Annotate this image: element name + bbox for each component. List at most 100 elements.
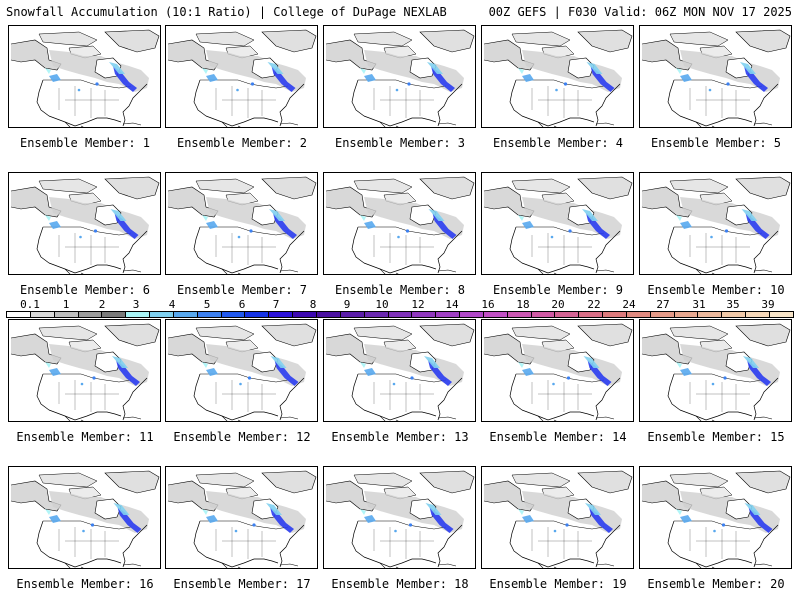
colorbar-swatch	[412, 312, 437, 317]
member-map-panel	[323, 25, 476, 128]
snowfall-map	[10, 29, 160, 127]
member-map-panel	[481, 319, 634, 422]
member-map-panel	[481, 172, 634, 275]
snowfall-map	[641, 323, 791, 421]
snowfall-map	[167, 29, 317, 127]
colorbar-tick-label: 22	[587, 298, 601, 311]
snowfall-map	[483, 323, 633, 421]
member-label: Ensemble Member: 9	[492, 283, 624, 297]
run-info: 00Z GEFS | F030 Valid: 06Z MON NOV 17 20…	[488, 5, 792, 19]
colorbar-tick-label: 5	[203, 298, 211, 311]
snowfall-map	[167, 323, 317, 421]
snowfall-map	[167, 176, 317, 274]
colorbar-swatch	[54, 312, 79, 317]
colorbar-swatch	[102, 312, 127, 317]
colorbar-swatch	[531, 312, 556, 317]
member-map-panel	[481, 25, 634, 128]
member-map-panel	[8, 319, 161, 422]
colorbar-tick-label: 4	[168, 298, 176, 311]
member-map-panel	[8, 466, 161, 569]
colorbar-swatch	[340, 312, 365, 317]
member-label: Ensemble Member: 3	[334, 136, 466, 150]
member-map-panel	[165, 466, 318, 569]
colorbar-swatch	[150, 312, 174, 317]
colorbar-swatch	[126, 312, 151, 317]
member-label: Ensemble Member: 1	[19, 136, 151, 150]
snowfall-map	[641, 29, 791, 127]
colorbar-swatch	[650, 312, 675, 317]
colorbar-swatch	[293, 312, 317, 317]
snowfall-map	[641, 470, 791, 568]
colorbar-swatch	[698, 312, 723, 317]
member-label: Ensemble Member: 11	[16, 430, 154, 444]
snowfall-map	[167, 470, 317, 568]
member-map-panel	[165, 25, 318, 128]
colorbar-swatch	[674, 312, 699, 317]
colorbar	[6, 311, 794, 318]
colorbar-tick-label: 9	[343, 298, 351, 311]
colorbar-swatch	[388, 312, 413, 317]
member-map-panel	[639, 466, 792, 569]
member-label: Ensemble Member: 12	[173, 430, 311, 444]
colorbar-tick-label: 0.1	[20, 298, 40, 311]
colorbar-swatch	[483, 312, 508, 317]
colorbar-swatch	[626, 312, 651, 317]
snowfall-map	[10, 470, 160, 568]
member-map-panel	[481, 466, 634, 569]
colorbar-tick-label: 24	[622, 298, 636, 311]
colorbar-swatch	[30, 312, 55, 317]
colorbar-tick-label: 14	[445, 298, 459, 311]
colorbar-tick-label: 2	[98, 298, 106, 311]
colorbar-tick-label: 7	[272, 298, 280, 311]
colorbar-swatch	[197, 312, 222, 317]
member-map-panel	[639, 172, 792, 275]
member-map-panel	[323, 466, 476, 569]
member-label: Ensemble Member: 19	[489, 577, 627, 591]
member-label: Ensemble Member: 6	[19, 283, 151, 297]
colorbar-tick-label: 1	[62, 298, 70, 311]
member-label: Ensemble Member: 8	[334, 283, 466, 297]
member-map-panel	[165, 172, 318, 275]
colorbar-swatch	[269, 312, 294, 317]
colorbar-ticks: 0.1 1 2 3 4 5 6 7 8 9 10 12 14 16 18 20 22 24 27 31 35 39	[6, 298, 794, 311]
snowfall-map	[325, 323, 475, 421]
colorbar-swatch	[722, 312, 747, 317]
snowfall-map	[483, 29, 633, 127]
colorbar-swatch	[579, 312, 604, 317]
colorbar-swatch	[460, 312, 484, 317]
member-label: Ensemble Member: 15	[647, 430, 785, 444]
colorbar-tick-label: 27	[656, 298, 670, 311]
member-label: Ensemble Member: 20	[647, 577, 785, 591]
colorbar-tick-label: 10	[375, 298, 389, 311]
member-map-panel	[8, 25, 161, 128]
colorbar-swatch	[78, 312, 103, 317]
colorbar-tick-label: 31	[692, 298, 706, 311]
member-label: Ensemble Member: 10	[647, 283, 785, 297]
member-label: Ensemble Member: 16	[16, 577, 154, 591]
member-map-panel	[639, 319, 792, 422]
snowfall-map	[10, 323, 160, 421]
member-map-panel	[639, 25, 792, 128]
colorbar-swatch	[770, 312, 793, 317]
member-map-panel	[8, 172, 161, 275]
member-map-panel	[323, 319, 476, 422]
colorbar-tick-label: 16	[481, 298, 495, 311]
colorbar-tick-label: 12	[411, 298, 425, 311]
member-map-panel	[165, 319, 318, 422]
snowfall-map	[10, 176, 160, 274]
colorbar-tick-label: 6	[238, 298, 246, 311]
member-label: Ensemble Member: 5	[650, 136, 782, 150]
colorbar-swatch	[746, 312, 770, 317]
colorbar-swatch	[364, 312, 389, 317]
member-label: Ensemble Member: 14	[489, 430, 627, 444]
snowfall-map	[483, 176, 633, 274]
colorbar-swatch	[221, 312, 246, 317]
colorbar-tick-label: 3	[132, 298, 140, 311]
colorbar-tick-label: 20	[551, 298, 565, 311]
colorbar-tick-label: 18	[516, 298, 530, 311]
colorbar-tick-label: 39	[761, 298, 775, 311]
chart-title: Snowfall Accumulation (10:1 Ratio) | Col…	[6, 5, 447, 19]
member-label: Ensemble Member: 2	[176, 136, 308, 150]
snowfall-map	[325, 470, 475, 568]
member-label: Ensemble Member: 18	[331, 577, 469, 591]
